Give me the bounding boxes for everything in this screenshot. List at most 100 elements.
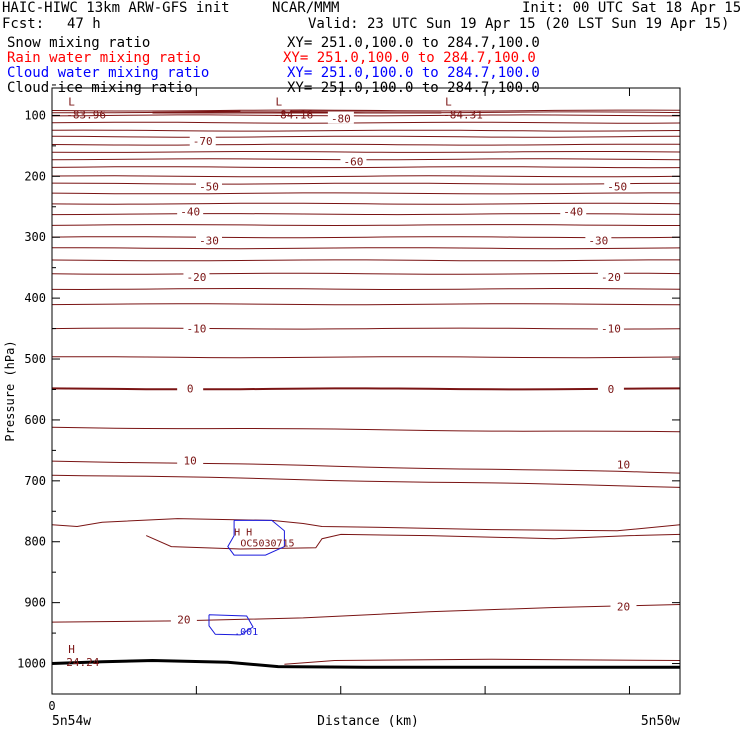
field-xy-rain: XY= 251.0,100.0 to 284.7,100.0: [283, 50, 536, 66]
contour-label: -50: [199, 181, 219, 194]
isotherm: [51, 460, 681, 474]
extremum-type: L: [276, 96, 283, 109]
isotherm: [52, 247, 681, 250]
contour-label: 20: [617, 600, 630, 613]
contour-label: -60: [344, 156, 364, 169]
extremum-value: 24.24: [66, 656, 99, 669]
isotherm-surface: [284, 658, 681, 665]
isotherm-mid-lower: [145, 533, 681, 550]
contour-label: 0: [187, 382, 194, 395]
y-tick-label: 600: [24, 413, 46, 427]
cloud-water-contour: [227, 519, 285, 556]
valid-time: Valid: 23 UTC Sun 19 Apr 15 (20 LST Sun …: [308, 16, 730, 32]
label-bg: [604, 179, 631, 192]
x-tick-zero: 0: [48, 699, 55, 713]
x-axis-label: Distance (km): [317, 714, 419, 729]
isotherm: [51, 327, 681, 330]
temperature-contours: [51, 109, 681, 665]
contour-label: -30: [199, 234, 219, 247]
label-bg: [196, 233, 222, 246]
isotherm: [51, 202, 681, 205]
isotherm: [51, 114, 681, 117]
forecast-hours: 47 h: [67, 16, 101, 32]
extremum-type: L: [68, 96, 75, 109]
label-bg: [170, 612, 197, 625]
contour-label: 10: [184, 455, 197, 468]
contour-label: 20: [177, 614, 190, 627]
extremum-value: -84.31: [443, 109, 483, 122]
label-bg: [183, 321, 210, 334]
label-bg: [340, 154, 367, 167]
contour-label: -70: [193, 135, 213, 148]
extremum-type: L: [445, 96, 452, 109]
field-name-rain: Rain water mixing ratio: [7, 50, 201, 66]
label-bg: [183, 269, 210, 282]
y-tick-label: 800: [24, 535, 46, 549]
extremum-value: -84.16: [274, 109, 314, 122]
isotherm: [51, 182, 681, 185]
contour-label: -10: [187, 323, 207, 336]
contour-label: -20: [187, 271, 207, 284]
label-bg: [597, 381, 624, 394]
isotherm: [51, 121, 681, 124]
cloud-label: OC5030715: [240, 539, 294, 550]
isotherm: [51, 474, 681, 488]
label-bg: [177, 453, 204, 466]
cloud-water-contour-low: [208, 614, 254, 636]
isotherm: [51, 175, 681, 178]
extremum-value: -83.96: [66, 109, 106, 122]
y-tick-label: 300: [24, 230, 46, 244]
contour-label: -80: [331, 112, 351, 125]
isotherm: [51, 387, 681, 391]
cloud-label: H H: [234, 528, 252, 539]
y-tick-label: 100: [24, 108, 46, 122]
forecast-label: Fcst:: [2, 16, 45, 32]
field-name-snow: Snow mixing ratio: [7, 35, 151, 51]
isotherm: [51, 236, 681, 239]
cloud-label: .001: [234, 627, 258, 638]
contour-label: 10: [617, 458, 630, 471]
init-time: Init: 00 UTC Sat 18 Apr 15: [522, 0, 740, 16]
isotherm: [51, 287, 681, 291]
field-xy-snow: XY= 251.0,100.0 to 284.7,100.0: [287, 35, 540, 51]
field-name-cloud-water: Cloud water mixing ratio: [7, 65, 210, 81]
cloud-contours: [208, 519, 285, 636]
isotherm: [51, 129, 681, 132]
label-bg: [610, 457, 637, 470]
label-bg: [560, 204, 587, 217]
x-end-label: 5n50w: [641, 714, 680, 729]
x-start-label: 5n54w: [52, 714, 91, 729]
isotherm-20: [51, 604, 681, 623]
isotherm: [51, 272, 681, 275]
label-bg: [597, 269, 624, 282]
isotherm: [51, 356, 681, 359]
isotherm: [51, 192, 680, 195]
model-title: HAIC-HIWC 13km ARW-GFS init: [2, 0, 230, 16]
contour-label: -10: [601, 323, 621, 336]
field-xy-cloud-water: XY= 251.0,100.0 to 284.7,100.0: [287, 65, 540, 81]
contour-label: -20: [601, 271, 621, 284]
label-bg: [585, 233, 612, 246]
y-tick-label: 500: [24, 352, 46, 366]
y-tick-label: 900: [24, 596, 46, 610]
isotherm-mid: [51, 518, 681, 532]
label-bg: [610, 599, 637, 612]
label-bg: [597, 321, 624, 334]
label-bg: [177, 204, 204, 217]
y-tick-label: 200: [24, 169, 46, 183]
isotherm: [51, 151, 681, 153]
isotherm: [51, 303, 681, 306]
label-bg: [327, 111, 354, 124]
terrain: [51, 658, 680, 669]
isotherm: [51, 224, 680, 227]
extremum-type: H: [68, 643, 75, 656]
contour-label: 0: [608, 383, 615, 396]
isotherm: [51, 135, 681, 138]
contour-label: -50: [607, 181, 627, 194]
label-bg: [177, 381, 204, 394]
isotherm: [51, 166, 681, 169]
label-bg: [196, 179, 222, 192]
contour-labels: -80 -70 -60 -50 -50 -40 -40 -30 -30 -20 -20 -10 -10 0…: [66, 96, 637, 669]
contour-label: -40: [563, 206, 583, 219]
